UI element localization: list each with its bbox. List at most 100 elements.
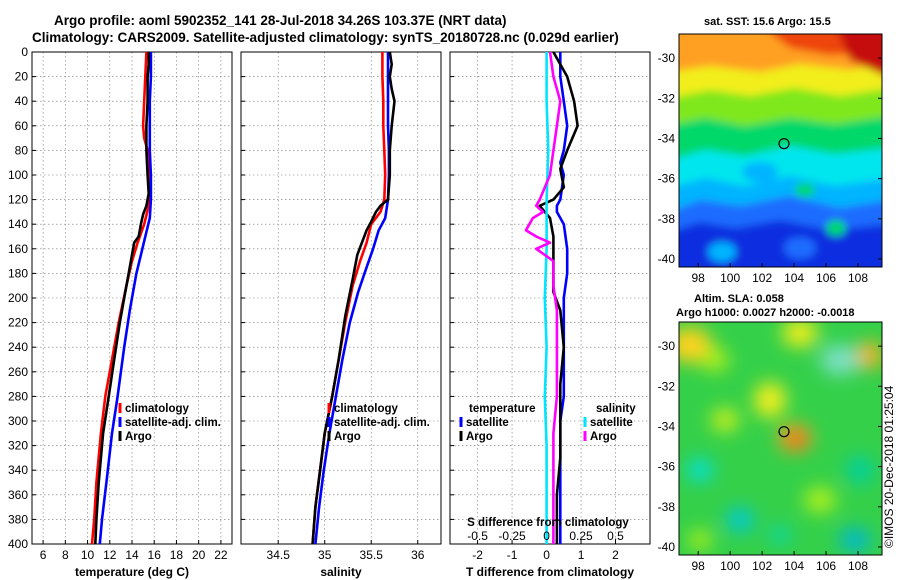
y-tick-label: 180: [8, 266, 28, 280]
title-line-2: Climatology: CARS2009. Satellite-adjuste…: [32, 30, 619, 45]
y-tick-label: 0: [21, 45, 28, 59]
series-line-salinity-satellite: [543, 52, 550, 544]
sst-map-title: sat. SST: 15.6 Argo: 15.5: [704, 16, 831, 28]
map-y-tick-label: -38: [658, 500, 676, 514]
map-y-tick-label: -40: [658, 252, 676, 266]
x-tick-label: 35: [318, 548, 332, 562]
x-tick-label: 18: [170, 548, 184, 562]
sst-argo-location-marker: [778, 138, 790, 150]
map-y-tick-label: -32: [658, 91, 676, 105]
imos-timestamp: ©IMOS 20-Dec-2018 01:25:04: [882, 385, 896, 548]
map-x-tick-label: 108: [848, 559, 868, 573]
sst-map-frame: [678, 33, 883, 268]
top-tick-label: 0: [543, 529, 550, 543]
x-tick-label: 10: [81, 548, 95, 562]
x-axis-label: salinity: [320, 565, 362, 579]
map-x-tick-label: 100: [720, 559, 740, 573]
legend-label: satellite: [590, 417, 633, 429]
top-tick-label: 0.25: [569, 529, 593, 543]
x-tick-label: 2: [612, 548, 619, 562]
y-tick-label: 80: [15, 143, 29, 157]
x-tick-label: 36: [411, 548, 425, 562]
x-axis-label: temperature (deg C): [75, 565, 189, 579]
y-tick-label: 380: [8, 512, 28, 526]
sst-field: [679, 34, 882, 267]
legend-title-temperature: temperature: [469, 403, 535, 415]
sla-argo-location-marker: [778, 426, 790, 438]
map-y-tick-label: -34: [658, 131, 676, 145]
map-x-tick-label: 98: [692, 559, 706, 573]
legend-label: satellite-adj. clim.: [334, 417, 430, 429]
map-x-tick-label: 100: [720, 271, 740, 285]
map-y-tick-label: -30: [658, 339, 676, 353]
sla-map-frame: [678, 321, 883, 556]
x-tick-label: 12: [103, 548, 117, 562]
map-y-tick-label: -38: [658, 212, 676, 226]
y-tick-label: 60: [15, 119, 29, 133]
title-line-1: Argo profile: aoml 5902352_141 28-Jul-20…: [54, 13, 506, 28]
legend-label: satellite-adj. clim.: [125, 417, 221, 429]
map-y-tick-label: -34: [658, 419, 676, 433]
legend-title-salinity: salinity: [596, 403, 636, 415]
legend-label: satellite: [466, 417, 509, 429]
sla-map-title-2: Argo h1000: 0.0027 h2000: -0.0018: [676, 307, 855, 319]
map-x-tick-label: 102: [752, 559, 772, 573]
x-tick-label: 20: [192, 548, 206, 562]
y-tick-label: 160: [8, 242, 28, 256]
temperature-panel: 6 8 10 12 14 16 18 20 22020406080100120140160180…: [8, 45, 233, 579]
top-axis-label: S difference from climatology: [467, 517, 629, 529]
sst-map-axes: 98 100 102 104 106 108 -30 -32 -34 -36 -38 -40: [658, 51, 882, 285]
series-line-satellite-adj-clim-: [98, 52, 153, 545]
series-line-argo: [94, 52, 150, 545]
y-tick-label: 260: [8, 365, 28, 379]
x-tick-label: 35.5: [360, 548, 384, 562]
y-tick-label: 220: [8, 316, 28, 330]
sla-field: [679, 322, 882, 552]
legend-label: Argo: [334, 431, 361, 443]
y-tick-label: 280: [8, 389, 28, 403]
x-axis-label: T difference from climatology: [466, 565, 634, 579]
y-tick-label: 40: [15, 94, 29, 108]
x-tick-label: 14: [125, 548, 139, 562]
sla-map-axes: 98 100 102 104 106 108 -30 -32 -34 -36 -38 -40: [658, 339, 882, 573]
x-tick-label: -1: [507, 548, 518, 562]
y-tick-label: 400: [8, 537, 28, 551]
y-tick-label: 340: [8, 463, 28, 477]
map-x-tick-label: 98: [692, 271, 706, 285]
difference-panel: -2 -1 0 1 2 T difference from climatology temp…: [449, 51, 651, 579]
top-tick-label: -0.25: [498, 529, 526, 543]
map-y-tick-label: -30: [658, 51, 676, 65]
top-tick-label: 0.5: [607, 529, 624, 543]
y-tick-label: 140: [8, 217, 28, 231]
map-x-tick-label: 104: [784, 271, 804, 285]
y-tick-label: 100: [8, 168, 28, 182]
x-tick-label: 0: [543, 548, 550, 562]
x-tick-label: 6: [40, 548, 47, 562]
x-tick-label: 16: [148, 548, 162, 562]
map-y-tick-label: -40: [658, 540, 676, 554]
salinity-panel: 34.5 35 35.5 36 salinity climatology satellite…: [240, 51, 442, 579]
x-tick-label: 22: [214, 548, 228, 562]
map-x-tick-label: 106: [816, 559, 836, 573]
map-y-tick-label: -32: [658, 379, 676, 393]
x-tick-label: 1: [578, 548, 585, 562]
sla-map: [679, 322, 882, 555]
legend-label: Argo: [466, 431, 493, 443]
sst-map: [679, 34, 882, 267]
y-tick-label: 120: [8, 193, 28, 207]
legend-label: climatology: [125, 403, 190, 415]
x-tick-label: 34.5: [267, 548, 291, 562]
map-x-tick-label: 104: [784, 559, 804, 573]
y-tick-label: 300: [8, 414, 28, 428]
legend-label: Argo: [125, 431, 152, 443]
map-y-tick-label: -36: [658, 172, 676, 186]
series-line-temperature-argo: [538, 51, 579, 544]
x-tick-label: -2: [472, 548, 483, 562]
map-y-tick-label: -36: [658, 460, 676, 474]
series-line-salinity-argo: [524, 51, 562, 544]
map-x-tick-label: 108: [848, 271, 868, 285]
series-line-climatology: [90, 51, 152, 545]
sla-map-title-1: Altim. SLA: 0.058: [694, 293, 784, 305]
y-tick-label: 360: [8, 488, 28, 502]
